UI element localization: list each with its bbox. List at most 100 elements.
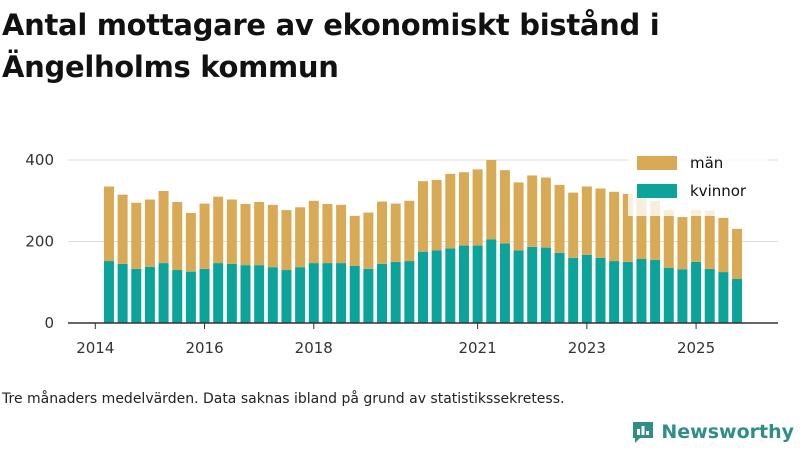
bar-man (336, 204, 347, 264)
bar-man (158, 190, 169, 264)
bar-man (131, 202, 142, 269)
bar-man (172, 201, 183, 271)
newsworthy-icon (633, 422, 654, 443)
bar-kvinnor (636, 259, 647, 323)
x-tick-label: 2021 (459, 339, 497, 357)
chart-title: Antal mottagare av ekonomiskt bistånd i … (2, 8, 660, 84)
bar-kvinnor (718, 272, 729, 323)
bar-man (185, 212, 196, 272)
bar-man (568, 192, 579, 258)
bar-man (213, 196, 224, 264)
bar-man (240, 204, 251, 266)
bar-kvinnor (363, 268, 374, 323)
legend-label-man: män (690, 154, 723, 172)
legend-label-kvinnor: kvinnor (690, 182, 747, 200)
bar-man (404, 200, 415, 262)
bar-man (636, 196, 647, 260)
bar-kvinnor (377, 263, 388, 323)
bar-kvinnor (267, 267, 278, 323)
bar-man (581, 186, 592, 255)
bar-kvinnor (540, 247, 551, 323)
axes: 0 200 400 2014 2016 2018 2021 2023 2025 (25, 151, 778, 357)
chart-caption: Tre månaders medelvärden. Data saknas ib… (2, 391, 565, 407)
bar-man (267, 204, 278, 268)
bar-man (527, 175, 538, 247)
bar-kvinnor (609, 261, 620, 323)
bar-man (349, 215, 360, 266)
bar-kvinnor (677, 269, 688, 323)
bar-man (226, 199, 237, 264)
brand-name: Newsworthy (661, 421, 794, 443)
bar-kvinnor (199, 268, 210, 323)
bar-man (322, 204, 333, 264)
bar-kvinnor (254, 265, 265, 323)
bar-kvinnor (281, 270, 292, 323)
bar-kvinnor (568, 257, 579, 323)
bar-kvinnor (513, 250, 524, 323)
bar-man (513, 182, 524, 251)
bar-man (704, 210, 715, 269)
bar-kvinnor (691, 261, 702, 323)
bar-man (472, 169, 483, 246)
bar-man (554, 184, 565, 253)
bar-kvinnor (322, 263, 333, 323)
bar-man (431, 179, 442, 251)
bar-kvinnor (472, 245, 483, 323)
bar-kvinnor (499, 243, 510, 323)
bars (103, 160, 743, 323)
bar-kvinnor (336, 263, 347, 323)
bar-kvinnor (732, 278, 743, 323)
bar-man (486, 160, 497, 240)
x-tick-label: 2025 (677, 339, 715, 357)
bar-man (295, 207, 306, 268)
x-tick-label: 2014 (76, 339, 114, 357)
bar-man (609, 191, 620, 262)
bar-kvinnor (581, 254, 592, 323)
bar-man (390, 203, 401, 262)
bar-kvinnor (213, 263, 224, 323)
bar-man (199, 203, 210, 269)
bar-kvinnor (486, 239, 497, 323)
bar-man (595, 188, 606, 258)
bar-kvinnor (445, 248, 456, 323)
newsworthy-logo: Newsworthy (631, 420, 794, 444)
bar-man (622, 193, 633, 262)
bar-kvinnor (240, 265, 251, 323)
legend: män kvinnor (628, 150, 768, 216)
bar-kvinnor (117, 263, 128, 323)
bar-kvinnor (308, 263, 319, 323)
bar-man (254, 201, 265, 266)
bar-kvinnor (458, 245, 469, 323)
bar-kvinnor (418, 251, 428, 323)
bar-man (418, 181, 428, 252)
bar-man (363, 212, 374, 269)
x-tick-label: 2016 (185, 339, 223, 357)
legend-swatch-kvinnor (637, 184, 677, 198)
bar-kvinnor (226, 263, 237, 323)
bar-kvinnor (527, 246, 538, 323)
y-tick-label: 400 (25, 151, 54, 169)
bar-kvinnor (158, 263, 169, 323)
bar-kvinnor (172, 270, 183, 323)
bar-man (732, 228, 743, 279)
bar-man (103, 186, 114, 262)
bar-kvinnor (103, 261, 114, 323)
bar-man (663, 210, 674, 268)
bar-kvinnor (650, 259, 661, 323)
bar-man (499, 170, 510, 244)
bar-kvinnor (349, 265, 360, 323)
bar-man (445, 173, 456, 249)
legend-swatch-man (637, 156, 677, 170)
x-tick-label: 2023 (568, 339, 606, 357)
bar-man (458, 172, 469, 246)
bar-kvinnor (595, 257, 606, 323)
bar-man (281, 210, 292, 271)
bar-kvinnor (663, 267, 674, 323)
bar-kvinnor (131, 268, 142, 323)
bar-man (540, 177, 551, 248)
bar-man (117, 194, 128, 264)
bar-man (691, 210, 702, 262)
bar-kvinnor (622, 261, 633, 323)
bar-kvinnor (185, 271, 196, 323)
